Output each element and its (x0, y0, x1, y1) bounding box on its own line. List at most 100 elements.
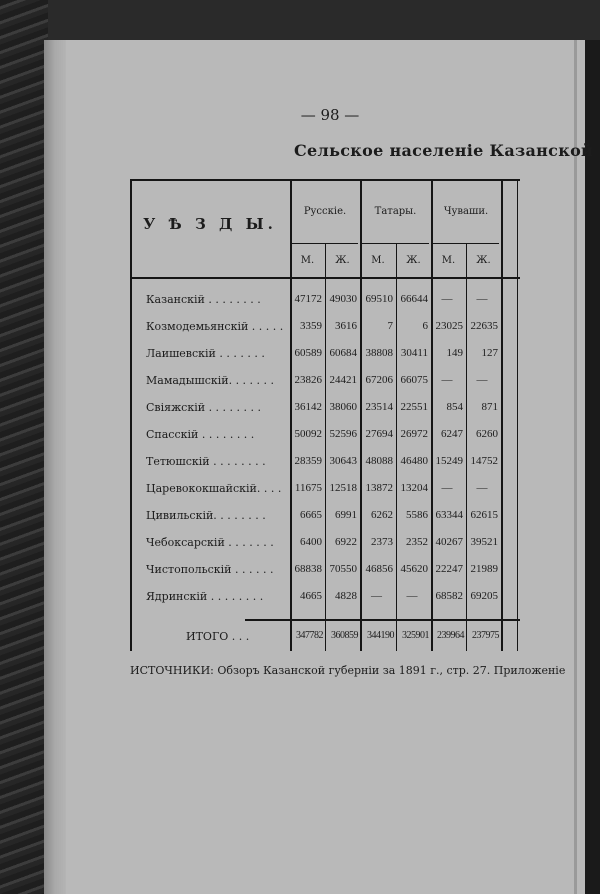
row-name: Чистопольскій . . . . . . (146, 563, 274, 576)
row-name: Цивильскій. . . . . . . . (146, 509, 266, 522)
table-cell: 48088 (365, 455, 394, 467)
subheader-female: Ж. (476, 255, 491, 266)
table-cell: 2352 (406, 536, 428, 548)
table-cell: 23514 (365, 401, 394, 413)
table-cell: 30643 (329, 455, 358, 467)
table-cell: 4828 (335, 590, 357, 602)
table-cell: 22247 (435, 563, 464, 575)
table-cell: 4665 (300, 590, 322, 602)
total-cell: 344190 (367, 630, 395, 641)
table-cell: 68582 (435, 590, 464, 602)
table-cell: — (406, 590, 418, 602)
column-rule (360, 180, 362, 651)
table-cell: 22551 (400, 401, 429, 413)
table-cell: 70550 (329, 563, 358, 575)
table-cell: 21989 (470, 563, 499, 575)
table-cell: 127 (481, 347, 499, 359)
table-cell: 22635 (470, 320, 499, 332)
total-rule (245, 619, 520, 621)
subheader-female: Ж. (406, 255, 421, 266)
table-cell: 15249 (435, 455, 464, 467)
table-cell: 6991 (335, 509, 357, 521)
table-cell: 67206 (365, 374, 394, 386)
table-cell: 3359 (300, 320, 322, 332)
table-cell: 6247 (441, 428, 463, 440)
column-rule (290, 180, 292, 651)
table-cell: 6400 (300, 536, 322, 548)
table-cell: 60589 (294, 347, 323, 359)
table-cell: 52596 (329, 428, 358, 440)
table-cell: — (476, 293, 488, 305)
header-tatars: Татары. (374, 206, 417, 217)
table-cell: 69510 (365, 293, 394, 305)
total-cell: 239964 (437, 630, 465, 641)
table-cell: 69205 (470, 590, 499, 602)
table-cell: 28359 (294, 455, 323, 467)
table-cell: 23025 (435, 320, 464, 332)
table-cell: — (371, 590, 382, 602)
sources-note: ИСТОЧНИКИ: Обзоръ Казанской губерніи за … (130, 664, 566, 677)
subheader-female: Ж. (335, 255, 350, 266)
column-rule (431, 180, 433, 651)
table-cell: 2373 (371, 536, 393, 548)
row-name: Ядринскій . . . . . . . . (146, 590, 264, 603)
table-cell: 11675 (294, 482, 322, 494)
table-cell: 5586 (406, 509, 428, 521)
column-rule (501, 180, 503, 651)
subheader-male: М. (371, 255, 385, 266)
table-cell: 46856 (365, 563, 394, 575)
page-title: Сельское населеніе Казанской (294, 141, 594, 160)
table-cell: 14752 (470, 455, 499, 467)
table-cell: 38060 (329, 401, 358, 413)
table-cell: 39521 (470, 536, 499, 548)
table-cell: 50092 (294, 428, 323, 440)
page (44, 40, 586, 894)
row-name: Тетюшскій . . . . . . . . (146, 455, 266, 468)
table-cell: 6262 (371, 509, 393, 521)
table-right-rule (517, 180, 518, 651)
column-rule (325, 243, 326, 651)
table-cell: 13872 (365, 482, 394, 494)
row-name: Царевококшайскій. . . . (146, 482, 282, 495)
table-cell: — (441, 374, 453, 386)
table-cell: 871 (481, 401, 499, 413)
column-rule (396, 243, 397, 651)
header-uezdy: У Ѣ З Д Ы. (143, 215, 277, 233)
row-name: Казанскій . . . . . . . . (146, 293, 261, 306)
table-cell: 26972 (400, 428, 429, 440)
table-cell: 13204 (400, 482, 429, 494)
header-chuvash: Чуваши. (443, 206, 489, 217)
total-cell: 360859 (331, 630, 359, 641)
table-cell: — (476, 482, 488, 494)
row-name: Лаишевскій . . . . . . . (146, 347, 265, 360)
table-cell: 6260 (476, 428, 498, 440)
table-cell: 6 (422, 320, 429, 332)
table-cell: 7 (387, 320, 394, 332)
table-cell: 6922 (335, 536, 357, 548)
table-cell: 45620 (400, 563, 429, 575)
header-russians: Русскіе. (303, 206, 347, 217)
table-left-rule (130, 179, 132, 651)
table-cell: 149 (446, 347, 464, 359)
table-cell: 27694 (365, 428, 394, 440)
page-number: — 98 — (300, 106, 360, 124)
table-cell: 38808 (365, 347, 394, 359)
table-cell: 63344 (435, 509, 464, 521)
book-binding (585, 40, 600, 894)
table-cell: — (441, 482, 453, 494)
table-cell: 49030 (329, 293, 358, 305)
total-cell: 325901 (402, 630, 430, 641)
subheader-rule (362, 243, 429, 244)
table-cell: 23826 (294, 374, 323, 386)
table-cell: 40267 (435, 536, 464, 548)
total-cell: 237975 (472, 630, 500, 641)
page-fold-shadow (44, 40, 66, 894)
table-cell: 68838 (294, 563, 323, 575)
row-name: Чебоксарскій . . . . . . . (146, 536, 274, 549)
table-cell: 3616 (335, 320, 357, 332)
table-cell: 66644 (400, 293, 429, 305)
subheader-male: М. (300, 255, 315, 266)
table-cell: 6665 (300, 509, 322, 521)
table-cell: 66075 (400, 374, 429, 386)
table-cell: 36142 (294, 401, 323, 413)
